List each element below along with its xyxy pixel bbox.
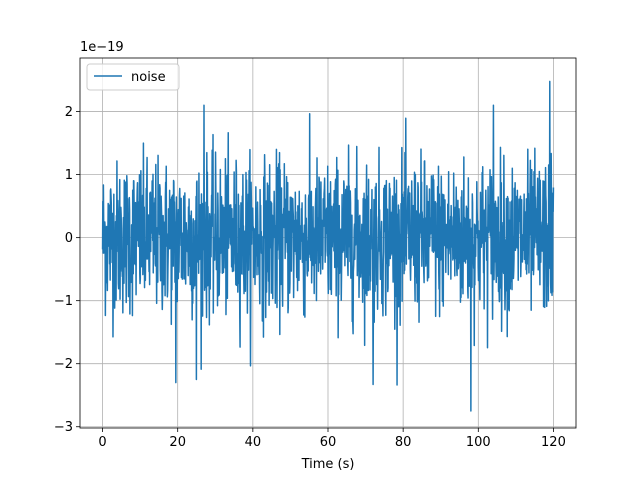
y-tick-label: 1 xyxy=(65,168,73,183)
y-tick-label: 0 xyxy=(65,231,73,246)
x-tick-label: 100 xyxy=(466,435,491,450)
series-layer xyxy=(101,80,555,412)
noise-series-line xyxy=(101,80,555,412)
y-tick-label: 2 xyxy=(65,105,73,120)
x-tick-label: 20 xyxy=(169,435,186,450)
legend: noise xyxy=(86,63,180,91)
y-tick-label: −1 xyxy=(54,294,73,309)
x-tick-label: 0 xyxy=(98,435,106,450)
x-tick-label: 120 xyxy=(541,435,566,450)
x-axis-label: Time (s) xyxy=(301,457,355,472)
x-tick-label: 80 xyxy=(395,435,412,450)
ticks: 0 20 40 60 80 100 120 −3 −2 −1 0 1 2 xyxy=(54,105,566,450)
y-offset-label: 1e−19 xyxy=(80,40,124,55)
legend-box xyxy=(86,63,180,91)
y-tick-label: −2 xyxy=(54,357,73,372)
y-tick-label: −3 xyxy=(54,420,73,435)
legend-series-label: noise xyxy=(131,70,166,85)
x-tick-label: 40 xyxy=(245,435,262,450)
x-tick-label: 60 xyxy=(320,435,337,450)
